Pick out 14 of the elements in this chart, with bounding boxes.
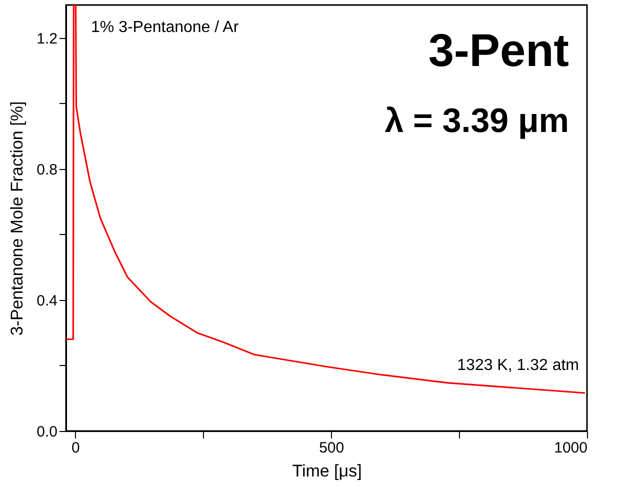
annotation: 1323 K, 1.32 atm — [457, 357, 579, 374]
y-tick-label: 0.4 — [36, 292, 58, 310]
y-tick-label: 1.2 — [36, 30, 58, 48]
annotation: 1% 3-Pentanone / Ar — [91, 19, 240, 36]
y-tick-label: 0.8 — [36, 161, 58, 178]
x-axis-title: Time [μs] — [292, 462, 362, 480]
y-tick-label: 0.0 — [36, 424, 58, 440]
x-tick-label: 0 — [72, 440, 80, 456]
annotation: 3-Pent — [428, 24, 569, 76]
y-axis-title: 3-Pentanone Mole Fraction [%] — [8, 101, 27, 336]
line-series — [66, 5, 586, 394]
annotation: λ = 3.39 μm — [384, 102, 569, 140]
x-tick-label: 500 — [319, 440, 344, 456]
x-tick-label: 1000 — [554, 440, 588, 456]
